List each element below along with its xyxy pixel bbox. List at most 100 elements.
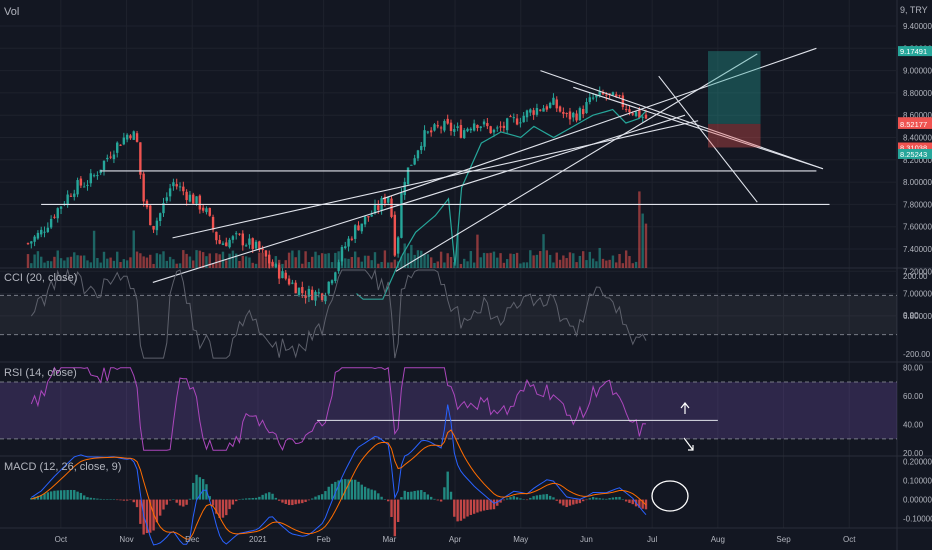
trend-line (540, 70, 824, 170)
macd-histogram-bar (135, 499, 139, 508)
volume-bar (522, 262, 525, 268)
volume-bar (429, 257, 433, 268)
candle-body (254, 241, 258, 249)
candle-body (125, 134, 129, 140)
candle-body (482, 121, 486, 125)
macd-histogram-bar (562, 499, 565, 506)
candle-body (334, 272, 337, 281)
time-axis-label: Dec (185, 535, 199, 544)
candle-body (578, 108, 582, 121)
volume-bar (264, 257, 268, 268)
candle-body (231, 236, 235, 240)
volume-bar (188, 256, 192, 268)
candle-body (611, 92, 615, 96)
volume-bar (446, 253, 449, 268)
volume-bar (92, 230, 96, 268)
macd-histogram-bar (294, 499, 297, 505)
macd-histogram-bar (125, 499, 129, 501)
macd-histogram-bar (410, 491, 413, 500)
arrow-up-annotation (680, 402, 690, 414)
macd-histogram-bar (168, 499, 172, 501)
volume-bar (268, 255, 271, 268)
candle-body (119, 144, 122, 146)
candle-body (317, 292, 321, 294)
volume-bar (56, 250, 59, 268)
candle-body (211, 216, 215, 230)
volume-bar (482, 252, 486, 268)
candle-body (373, 204, 377, 214)
candle-body (40, 229, 43, 235)
candle-body (446, 118, 449, 124)
volume-bar (40, 256, 43, 268)
macd-histogram-bar (86, 497, 89, 500)
candle-body (601, 92, 605, 95)
volume-bar (294, 257, 297, 268)
volume-bar (63, 260, 66, 268)
price-tick-label: 7.40000 (903, 245, 932, 254)
volume-bar (406, 253, 410, 268)
candle-body (69, 195, 73, 197)
volume-bar (552, 262, 555, 268)
candle-body (588, 97, 592, 103)
trend-line (172, 120, 699, 239)
volume-bar (634, 261, 638, 268)
volume-bar (182, 250, 185, 268)
macd-histogram-bar (43, 493, 46, 500)
volume-bar (360, 261, 363, 268)
macd-histogram-bar (182, 499, 185, 507)
macd-histogram-bar (413, 490, 416, 500)
candle-body (320, 293, 324, 301)
volume-bar (624, 250, 628, 268)
volume-bar (380, 261, 383, 268)
candle-body (350, 238, 354, 240)
candle-body (277, 264, 281, 279)
volume-bar (350, 256, 354, 268)
macd-histogram-bar (277, 499, 281, 501)
volume-bar (423, 254, 426, 268)
macd-histogram-bar (548, 495, 552, 500)
currency-label: 9, TRY (900, 5, 928, 15)
macd-histogram-bar (403, 490, 406, 500)
candle-body (294, 282, 297, 294)
volume-bar (254, 263, 258, 268)
macd-histogram-bar (552, 497, 555, 500)
candle-body (545, 106, 549, 110)
volume-bar (49, 261, 53, 268)
macd-histogram-bar (36, 495, 40, 500)
volume-bar (36, 251, 40, 268)
volume-bar (317, 255, 321, 268)
candle-body (426, 131, 430, 133)
volume-bar (142, 256, 145, 268)
macd-histogram-bar (258, 496, 261, 500)
macd-histogram-bar (261, 494, 264, 500)
volume-bar (585, 260, 588, 268)
price-axis-tag (898, 142, 932, 153)
macd-histogram-bar (56, 490, 59, 500)
price-tick-label: 7.00000 (903, 290, 932, 299)
candle-body (109, 156, 112, 158)
volume-bar (581, 251, 585, 268)
macd-histogram-bar (436, 499, 439, 501)
time-axis-label: Oct (55, 535, 68, 544)
macd-histogram-bar (192, 482, 195, 500)
volume-bar (555, 252, 558, 268)
candle-body (598, 91, 601, 96)
macd-histogram-bar (205, 484, 208, 500)
volume-bar (132, 230, 135, 268)
time-axis-label: Jun (580, 535, 593, 544)
macd-histogram-bar (631, 499, 634, 505)
macd-histogram-bar (406, 491, 410, 500)
macd-histogram-bar (53, 490, 56, 500)
candle-body (562, 111, 565, 114)
candle-body (139, 142, 142, 175)
volume-bar (231, 250, 235, 268)
candle-body (387, 196, 390, 203)
candle-body (608, 93, 611, 95)
candle-body (479, 126, 482, 128)
volume-bar (129, 257, 132, 268)
macd-histogram-bar (469, 499, 473, 515)
macd-histogram-bar (327, 486, 330, 500)
macd-histogram-bar (591, 497, 595, 500)
candle-body (92, 175, 96, 177)
